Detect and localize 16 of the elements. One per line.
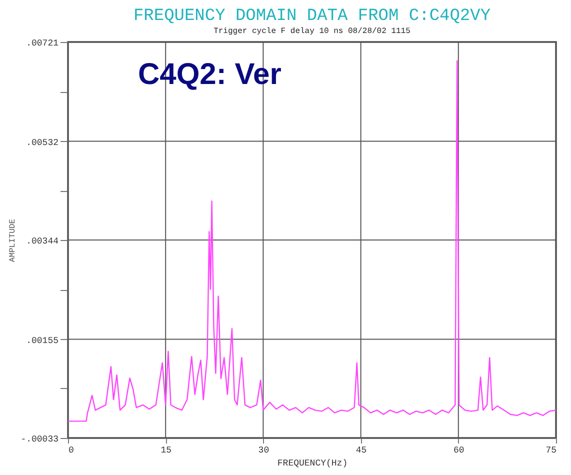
x-tick-label: 30 (258, 446, 270, 456)
chart-title: FREQUENCY DOMAIN DATA FROM C:C4Q2VY (133, 7, 491, 26)
y-tick-label: .00721 (26, 38, 58, 48)
line-series (67, 60, 557, 422)
y-tick-label: -.00033 (20, 434, 58, 444)
x-tick-label: 60 (453, 446, 464, 456)
y-tick-label: .00155 (26, 336, 58, 346)
x-tick-label: 0 (68, 446, 74, 456)
x-tick-label: 15 (160, 446, 172, 456)
x-tick-label: 75 (546, 446, 556, 456)
chart-subtitle: Trigger cycle F delay 10 ns 08/28/02 1115 (214, 27, 411, 36)
x-tick-label: 45 (356, 446, 367, 456)
y-tick-label: .00344 (26, 236, 58, 246)
x-axis-title: FREQUENCY(Hz) (277, 458, 348, 468)
y-tick-label: .00532 (26, 138, 58, 148)
y-axis-title: AMPLITUDE (8, 218, 18, 262)
